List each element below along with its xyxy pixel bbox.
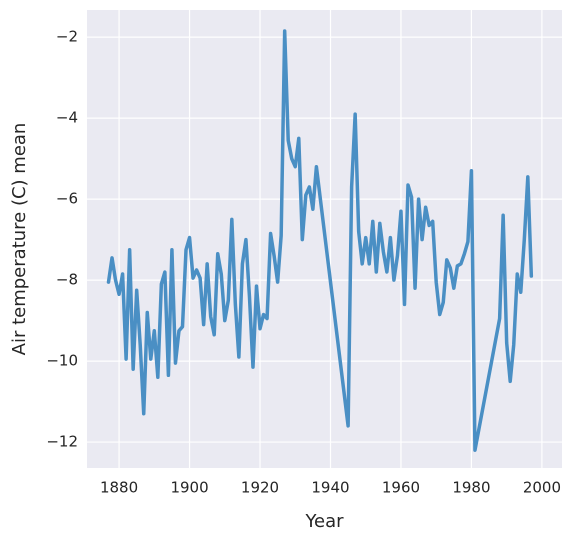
line xyxy=(106,29,534,452)
x-tick-label: 1920 xyxy=(241,479,279,497)
x-tick-label: 1880 xyxy=(100,479,138,497)
marks xyxy=(106,29,534,452)
y-tick-label: −6 xyxy=(56,190,78,208)
y-tick-label: −8 xyxy=(56,271,78,289)
x-tick-label: 1940 xyxy=(311,479,349,497)
x-tick-label: 1960 xyxy=(382,479,420,497)
x-tick-label: 2000 xyxy=(523,479,561,497)
x-axis-label: Year xyxy=(304,511,344,532)
y-tick-label: −10 xyxy=(46,352,78,370)
x-tick-label: 1980 xyxy=(452,479,490,497)
x-tick-label: 1900 xyxy=(170,479,208,497)
y-tick-label: −12 xyxy=(46,433,78,451)
y-tick-label: −2 xyxy=(56,28,78,46)
y-tick-label: −4 xyxy=(56,109,78,127)
y-axis-label: Air temperature (C) mean xyxy=(9,123,30,356)
